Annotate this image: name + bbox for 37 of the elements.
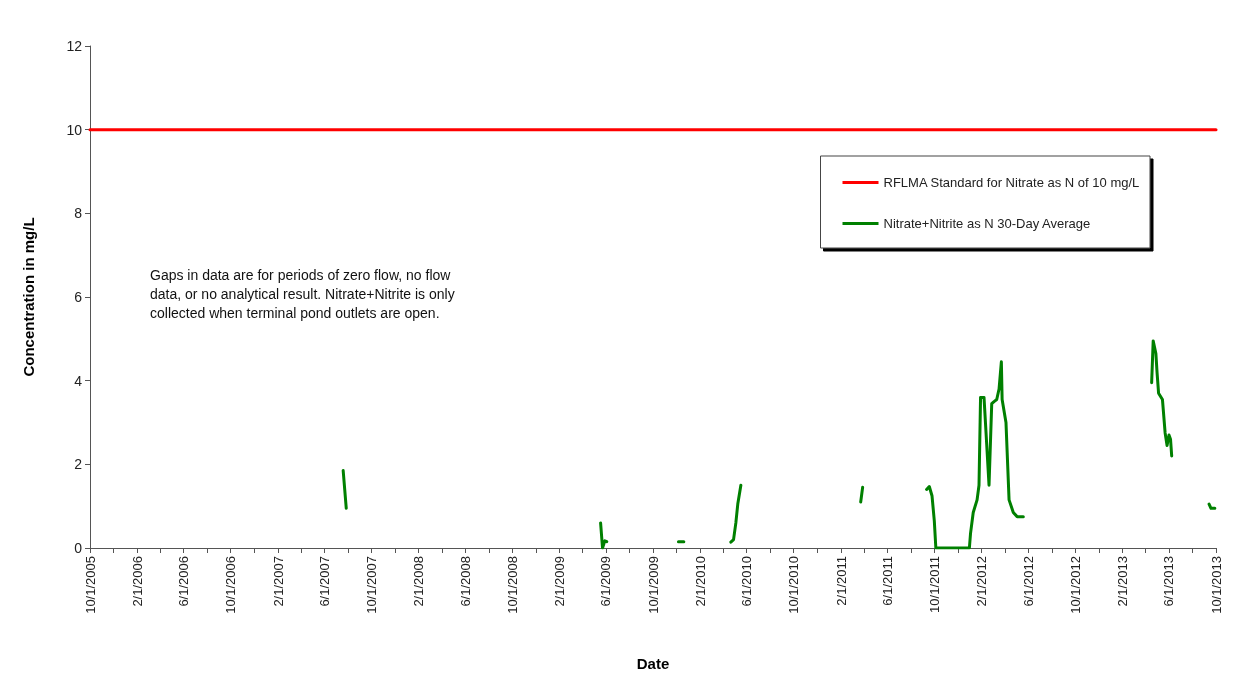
x-tick-label: 10/1/2011 bbox=[926, 556, 942, 613]
x-tick-label: 10/1/2010 bbox=[786, 556, 802, 614]
x-tick-label: 6/1/2011 bbox=[879, 556, 895, 606]
x-tick-label: 10/1/2005 bbox=[82, 556, 98, 614]
x-tick-label: 2/1/2006 bbox=[129, 556, 145, 607]
y-tick-label: 0 bbox=[74, 540, 83, 556]
annotation: Gaps in data are for periods of zero flow, no flow data, or no analytical result. Nitrate+Nitrite is only collected when terminal pond outlets are open. bbox=[150, 266, 459, 321]
x-tick-label: 10/1/2006 bbox=[223, 556, 239, 614]
y-tick-label: 12 bbox=[66, 38, 83, 54]
x-tick-label: 2/1/2009 bbox=[552, 556, 568, 607]
x-tick-label: 6/1/2013 bbox=[1161, 556, 1177, 607]
y-tick-label: 8 bbox=[74, 205, 83, 222]
y-axis-title: Concentration in mg/L bbox=[20, 217, 37, 377]
x-tick-label: 6/1/2006 bbox=[176, 556, 192, 607]
x-tick-label: 6/1/2008 bbox=[457, 556, 473, 607]
x-tick-label: 2/1/2012 bbox=[974, 556, 990, 607]
x-tick-label: 2/1/2007 bbox=[270, 556, 286, 607]
y-tick-label: 10 bbox=[66, 121, 83, 138]
legend-label: RFLMA Standard for Nitrate as N of 10 mg/L bbox=[883, 175, 1140, 190]
y-tick-label: 4 bbox=[74, 372, 83, 389]
x-tick-label: 10/1/2007 bbox=[363, 556, 379, 614]
x-tick-label: 6/1/2009 bbox=[598, 556, 614, 607]
x-tick-label: 10/1/2008 bbox=[504, 556, 520, 614]
x-tick-label: 2/1/2013 bbox=[1115, 556, 1131, 607]
x-tick-label: 10/1/2009 bbox=[645, 556, 661, 614]
x-tick-label: 2/1/2011 bbox=[833, 556, 849, 606]
x-tick-label: 6/1/2007 bbox=[316, 556, 332, 607]
x-tick-label: 10/1/2012 bbox=[1067, 556, 1083, 614]
x-tick-label: 6/1/2010 bbox=[739, 556, 755, 607]
x-tick-label: 6/1/2012 bbox=[1020, 556, 1036, 607]
y-tick-label: 6 bbox=[74, 289, 83, 305]
x-tick-label: 10/1/2013 bbox=[1208, 556, 1224, 614]
x-tick-label: 2/1/2008 bbox=[411, 556, 427, 607]
y-tick-label: 2 bbox=[74, 456, 83, 473]
legend-label: Nitrate+Nitrite as N 30-Day Average bbox=[883, 216, 1091, 231]
x-axis-title: Date bbox=[636, 655, 670, 672]
x-tick-label: 2/1/2010 bbox=[692, 556, 708, 607]
